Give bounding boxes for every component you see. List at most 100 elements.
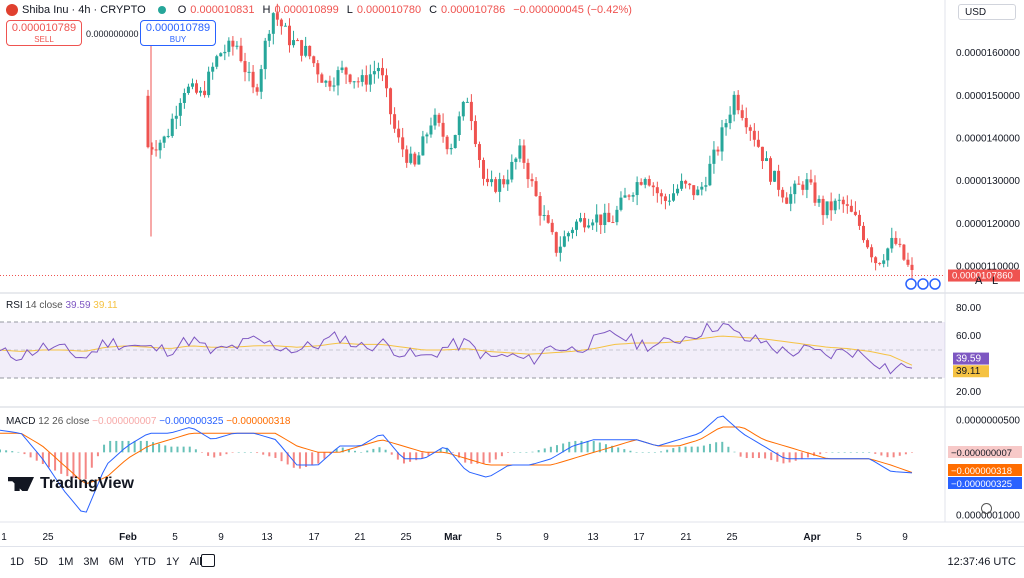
macd-histogram-bar (366, 450, 369, 453)
range-ytd[interactable]: YTD (133, 556, 156, 568)
range-1d[interactable]: 1D (10, 556, 25, 568)
macd-histogram-bar (0, 449, 1, 453)
candle-body (292, 40, 296, 46)
candle-body (243, 61, 247, 73)
auto-scale-button[interactable]: A (975, 275, 983, 287)
candle-body (849, 205, 853, 212)
candle-body (150, 147, 154, 150)
buy-button[interactable]: 0.000010789 BUY (140, 20, 216, 46)
settings-icon[interactable] (981, 503, 992, 514)
candle-body (231, 40, 235, 47)
macd-histogram-bar (715, 442, 718, 453)
sell-button[interactable]: 0.000010789 SELL (6, 20, 82, 46)
candle-body (890, 237, 894, 249)
range-1y[interactable]: 1Y (165, 556, 180, 568)
macd-histogram-bar (464, 452, 467, 463)
range-3m[interactable]: 3M (83, 556, 99, 568)
candle-body (736, 94, 740, 111)
log-scale-button[interactable]: L (992, 275, 999, 287)
candle-body (413, 153, 417, 165)
macd-histogram-bar (78, 452, 81, 480)
rsi-value: 39.59 (65, 300, 91, 311)
candle-body (611, 222, 615, 224)
macd-histogram-bar (90, 452, 93, 468)
candle-body (389, 88, 393, 115)
macd-histogram-bar (360, 452, 363, 453)
candle-body (312, 56, 316, 64)
macd-histogram-bar (262, 452, 265, 455)
rsi-tick-label: 60.00 (956, 331, 981, 342)
candle-body (672, 193, 676, 201)
time-tick-label: 9 (902, 532, 908, 543)
rsi-tick-label: 20.00 (956, 387, 981, 398)
last-price-label: 0.0000107860 (952, 271, 1013, 282)
symbol-title[interactable]: Shiba Inu · 4h · CRYPTO (22, 4, 146, 16)
macd-histogram-bar (892, 452, 895, 458)
range-1m[interactable]: 1M (58, 556, 74, 568)
range-all[interactable]: All (189, 556, 202, 568)
time-tick-label: 1 (1, 532, 7, 543)
macd-histogram-bar (586, 440, 589, 453)
change-value: −0.000000045 (−0.42%) (513, 4, 632, 16)
macd-histogram-bar (384, 449, 387, 453)
macd-histogram-bar (776, 452, 779, 462)
range-6m[interactable]: 6M (108, 556, 124, 568)
candle-body (186, 86, 190, 94)
candle-body (336, 70, 340, 86)
candle-body (239, 45, 243, 62)
candle-body (199, 90, 203, 93)
candle-body (789, 194, 793, 204)
candle-body (583, 218, 587, 228)
tradingview-logo: TradingView (8, 475, 134, 493)
shiba-logo-icon (6, 4, 18, 16)
macd-histogram-bar (831, 452, 834, 453)
candle-body (441, 122, 445, 137)
candle-body (724, 123, 728, 128)
candle-body (764, 158, 768, 162)
candle-body (182, 93, 186, 103)
candle-body (352, 81, 356, 83)
candle-body (207, 71, 211, 96)
macd-value-badge (948, 477, 1022, 489)
candle-body (700, 186, 704, 190)
macd-histogram-bar (231, 452, 234, 453)
candle-body (845, 204, 849, 206)
macd-histogram-bar (592, 440, 595, 453)
macd-histogram-bar (849, 452, 852, 453)
candle-body (732, 94, 736, 115)
tradingview-text: TradingView (40, 475, 134, 492)
candle-body (259, 69, 263, 92)
time-tick-label: Mar (444, 532, 462, 543)
candle-body (162, 136, 166, 143)
candle-body (166, 135, 170, 137)
candle-body (542, 215, 546, 217)
candle-body (708, 163, 712, 186)
candle-body (530, 179, 534, 182)
chart-canvas[interactable]: 1 25 Feb 5 9 13 17 21 25 Mar 5 9 13 17 21 25 Apr 5 9 0.0000… (0, 0, 1024, 546)
calendar-icon[interactable] (201, 554, 215, 567)
macd-histogram-bar (660, 451, 663, 453)
range-5d[interactable]: 5D (34, 556, 49, 568)
time-tick-label: Feb (119, 532, 137, 543)
macd-histogram-bar (17, 451, 20, 453)
macd-histogram-bar (213, 452, 216, 458)
macd-histogram-bar (415, 452, 418, 461)
candle-body (283, 25, 287, 27)
candle-body (215, 56, 219, 67)
candle-body (805, 179, 809, 190)
macd-histogram-bar (103, 444, 106, 453)
candle-body (223, 51, 227, 54)
candle-body (174, 115, 178, 119)
candle-body (397, 128, 401, 138)
candle-body (158, 142, 162, 151)
candle-body (728, 114, 732, 124)
candle-body (769, 158, 773, 182)
clock[interactable]: 12:37:46 UTC (947, 556, 1016, 568)
candle-body (821, 198, 825, 216)
candle-body (752, 130, 756, 140)
currency-select[interactable]: USD (958, 4, 1016, 20)
candle-body (518, 145, 522, 159)
macd-histogram-bar (176, 446, 179, 453)
candle-body (433, 114, 437, 126)
macd-histogram-bar (5, 450, 8, 453)
